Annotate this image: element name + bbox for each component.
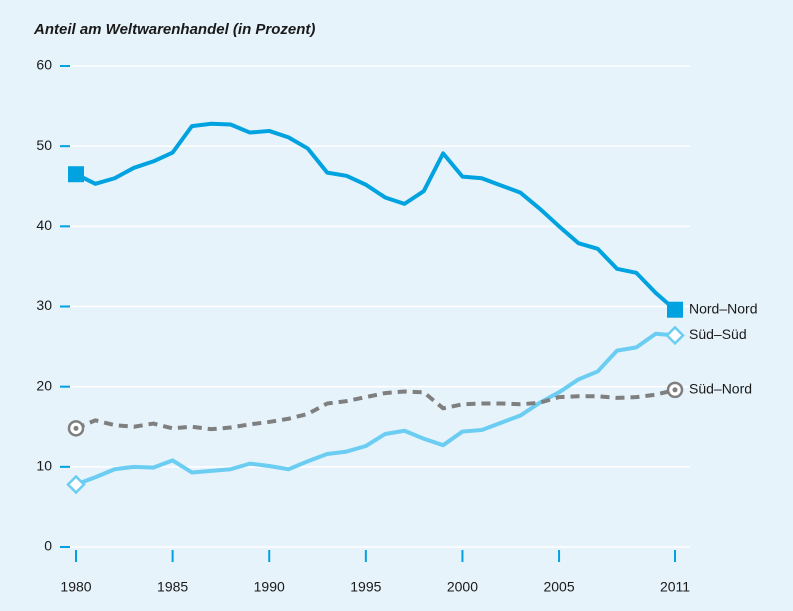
series-line xyxy=(75,331,676,487)
x-tick-label: 1995 xyxy=(350,579,381,595)
legend-label: Süd–Nord xyxy=(689,381,752,397)
series-line xyxy=(75,121,677,312)
x-tick-label: 1985 xyxy=(157,579,188,595)
marker xyxy=(66,474,86,495)
x-tick-label: 2005 xyxy=(543,579,574,595)
y-tick-label: 10 xyxy=(36,458,52,474)
y-tick-label: 60 xyxy=(36,57,52,73)
y-tick-label: 30 xyxy=(36,297,52,313)
marker-dot xyxy=(73,425,79,431)
series-line xyxy=(75,387,676,432)
y-tick-label: 0 xyxy=(44,538,52,554)
x-tick-label: 1980 xyxy=(60,579,91,595)
x-tick-label: 2000 xyxy=(447,579,478,595)
x-tick-label: 1990 xyxy=(254,579,285,595)
y-tick-label: 50 xyxy=(36,137,52,153)
legend-label: Süd–Süd xyxy=(689,326,747,342)
marker-dot xyxy=(672,387,678,393)
marker xyxy=(67,420,85,437)
marker xyxy=(666,381,684,399)
y-tick-label: 20 xyxy=(36,377,52,393)
marker xyxy=(68,166,84,183)
y-tick-label: 40 xyxy=(36,217,52,233)
x-tick-label: 2011 xyxy=(660,579,690,595)
legend-label: Nord–Nord xyxy=(689,300,757,316)
marker xyxy=(665,325,685,346)
chart-title: Anteil am Weltwarenhandel (in Prozent) xyxy=(33,21,315,38)
marker xyxy=(667,301,683,318)
